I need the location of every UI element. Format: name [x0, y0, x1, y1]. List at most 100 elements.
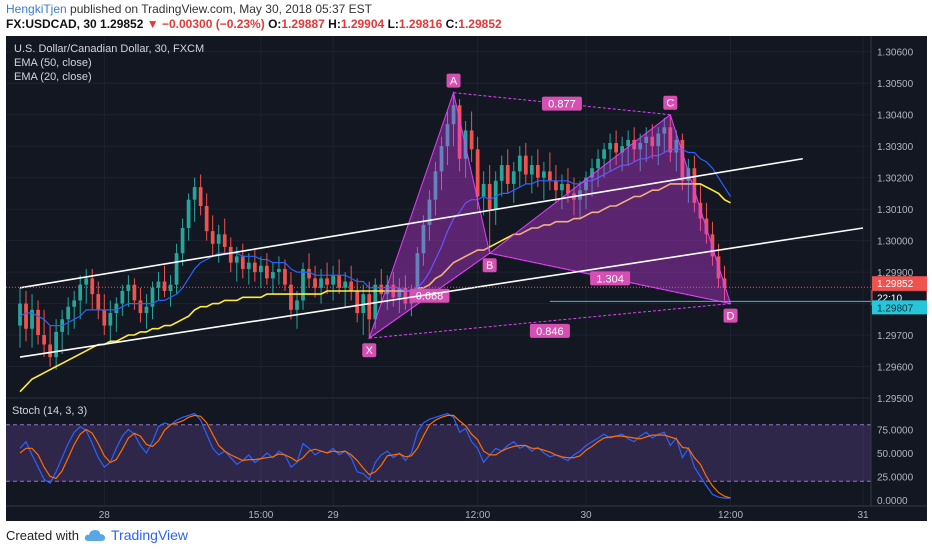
trend-channel	[19, 157, 864, 358]
candles	[18, 92, 727, 370]
candle-body	[403, 287, 408, 304]
candle-body	[18, 303, 22, 326]
candle-body	[30, 309, 34, 329]
candle-body	[246, 262, 251, 269]
candle-body	[505, 165, 510, 184]
candle-body	[307, 268, 311, 279]
stoch-tick: 50.0000	[877, 449, 914, 460]
time-tick: 29	[328, 510, 340, 521]
low-label: L:	[387, 17, 399, 31]
price-axis[interactable]: 1.30600 1.30500 1.30400 1.30300 1.30200 1.301…	[6, 36, 927, 521]
candle-body	[385, 284, 390, 295]
ratio-ac-label-bg	[541, 96, 582, 111]
author-link[interactable]: HengkiTjen	[6, 2, 67, 16]
candle-body	[517, 155, 522, 172]
candle-body	[692, 168, 697, 203]
ratio-xd-label: 0.846	[536, 326, 564, 338]
footer: Created with TradingView	[0, 521, 932, 550]
candle-body	[295, 300, 299, 310]
candle-body	[644, 136, 649, 144]
candle-body	[228, 246, 233, 263]
candle-body	[252, 262, 257, 273]
point-a-label-bg	[446, 73, 461, 88]
point-d-label: D	[727, 311, 735, 323]
close-value: 1.29852	[458, 17, 502, 31]
ohlc-line: FX:USDCAD, 30 1.29852 ▼ −0.00300 (−0.23%…	[6, 17, 502, 31]
candle-body	[487, 183, 492, 210]
candle-body	[710, 234, 715, 257]
candle-body	[84, 278, 89, 285]
candle-body	[283, 268, 287, 285]
candle-body	[554, 180, 558, 191]
candle-body	[433, 171, 438, 200]
candle-body	[704, 218, 709, 235]
stoch-label: Stoch (14, 3, 3)	[12, 405, 87, 417]
candle-body	[325, 278, 329, 285]
candle-body	[560, 183, 564, 191]
candle-body	[48, 344, 52, 358]
candle-body	[662, 127, 667, 134]
time-tick: 28	[99, 510, 111, 521]
open-label: O:	[268, 17, 282, 31]
point-d-label-bg	[723, 308, 738, 323]
candle-body	[674, 139, 679, 153]
candle-body	[192, 187, 197, 200]
point-c-label: C	[666, 98, 674, 110]
time-tick: 15:00	[248, 510, 273, 521]
created-with-text: Created with	[6, 528, 79, 543]
ratio-bd-label-bg	[590, 271, 631, 286]
candle-body	[72, 300, 77, 307]
price-change: ▼ −0.00300 (−0.23%)	[146, 17, 265, 31]
candle-body	[343, 281, 348, 288]
candle-body	[54, 331, 58, 358]
candle-body	[24, 303, 28, 329]
candle-body	[415, 253, 420, 291]
candle-body	[421, 224, 426, 254]
candle-body	[523, 155, 528, 175]
candle-body	[367, 294, 372, 320]
open-value: 1.29887	[281, 17, 325, 31]
price-marker-label: 1.29852	[877, 279, 914, 290]
price-marker-label: 1.29807	[877, 303, 914, 314]
candle-body	[180, 228, 185, 254]
time-tick: 30	[580, 510, 592, 521]
candle-body	[650, 136, 655, 147]
ratio-line-ac	[453, 92, 671, 116]
candle-body	[156, 281, 161, 288]
channel-upper-line	[19, 157, 803, 289]
candle-body	[379, 284, 384, 295]
publish-line: HengkiTjen published on TradingView.com,…	[6, 2, 372, 16]
point-a-label: A	[450, 76, 458, 88]
price-tick: 1.29900	[877, 268, 914, 279]
candle-body	[258, 265, 263, 273]
candle-body	[656, 133, 661, 147]
time-axis[interactable]: 28 15:00 29 12:00 30 12:00 31	[6, 505, 927, 521]
price-tick: 1.30100	[877, 205, 914, 216]
stoch-lines	[19, 412, 731, 499]
price-tick: 1.30500	[877, 79, 914, 90]
last-price: 1.29852	[100, 17, 144, 31]
tradingview-brand[interactable]: TradingView	[111, 527, 189, 543]
candle-body	[566, 183, 570, 194]
price-marker-bg	[872, 300, 927, 315]
time-tick: 31	[857, 510, 869, 521]
candle-body	[36, 309, 40, 336]
candle-body	[108, 313, 113, 326]
ema50-line	[19, 183, 731, 393]
ratio-line-xd	[369, 303, 731, 339]
ratio-line-xb	[368, 252, 490, 339]
candle-body	[289, 284, 293, 310]
candle-body	[210, 231, 215, 244]
candle-body	[150, 287, 155, 307]
symbol-label: FX:USDCAD, 30	[6, 17, 97, 31]
candle-body	[541, 171, 546, 178]
candle-body	[102, 309, 107, 326]
chart-area[interactable]: X A B C D 0.668 0.877 1.304 0.846 1.30600 1.30500…	[6, 36, 927, 521]
candle-body	[620, 146, 625, 153]
legend-ema20: EMA (20, close)	[14, 71, 92, 83]
legend-ema50: EMA (50, close)	[14, 57, 92, 69]
candle-body	[114, 303, 119, 314]
time-axis-bg	[6, 506, 927, 521]
